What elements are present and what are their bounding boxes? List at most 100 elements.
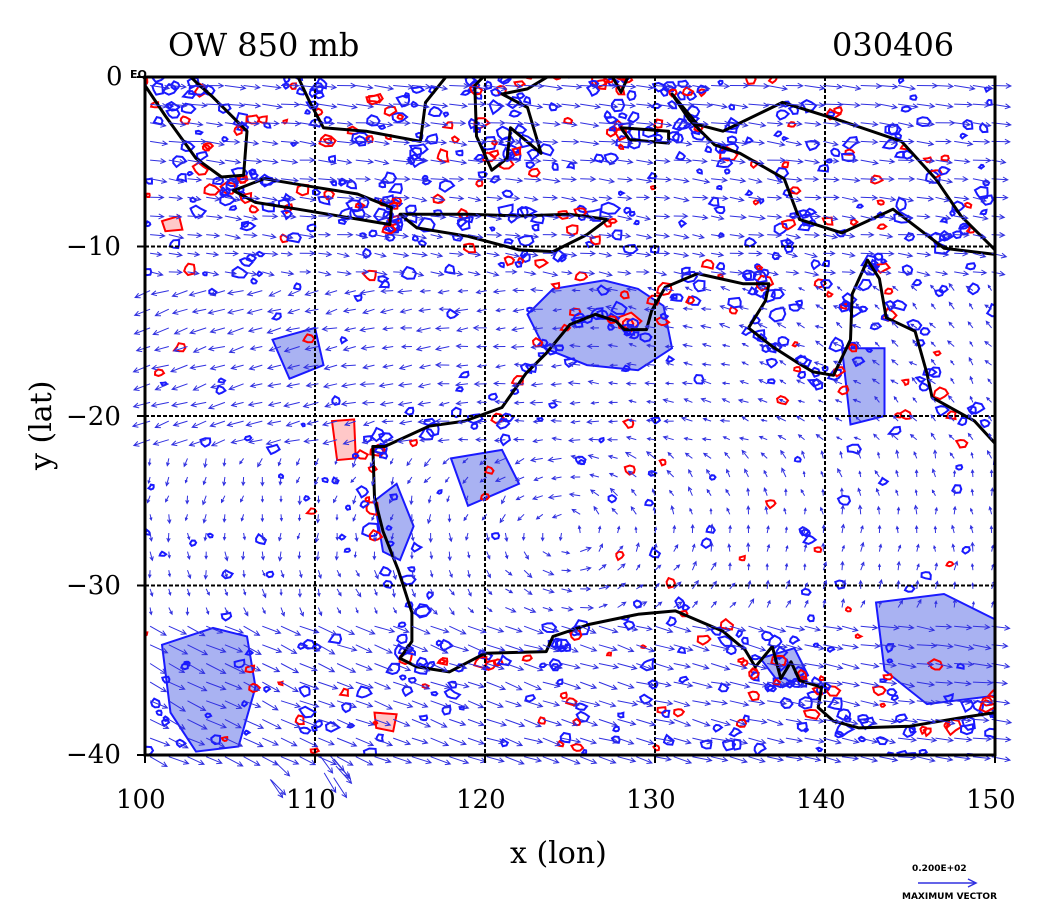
wind-vector <box>318 589 321 596</box>
wind-vector <box>645 381 655 385</box>
negative-ow-contour <box>630 212 635 216</box>
negative-ow-contour <box>438 490 442 494</box>
wind-vector <box>618 233 631 238</box>
negative-ow-contour <box>498 656 511 666</box>
wind-vector <box>892 340 898 346</box>
wind-vector <box>840 489 843 496</box>
wind-vector <box>820 508 823 515</box>
wind-vector <box>438 382 449 387</box>
wind-vector <box>262 757 278 765</box>
negative-ow-contour <box>240 258 252 266</box>
wind-vector <box>261 496 263 502</box>
wind-vector <box>524 645 543 651</box>
wind-vector <box>431 271 444 276</box>
wind-vector <box>543 178 560 183</box>
wind-vector <box>337 253 349 258</box>
wind-vector <box>361 382 375 387</box>
wind-vector <box>280 496 282 502</box>
wind-vector <box>599 196 612 201</box>
wind-vector <box>551 382 561 386</box>
negative-ow-contour <box>920 383 929 391</box>
wind-vector <box>785 564 788 570</box>
wind-vector <box>155 347 169 352</box>
wind-vector <box>171 365 188 372</box>
wind-vector <box>969 358 973 365</box>
wind-vector <box>307 421 318 426</box>
wind-vector <box>859 472 861 478</box>
wind-vector <box>655 271 666 276</box>
wind-vector <box>727 470 730 477</box>
coastline <box>145 43 1056 816</box>
wind-vector <box>353 514 356 521</box>
wind-vector <box>262 85 280 90</box>
wind-vector <box>169 589 171 595</box>
wind-vector <box>356 253 369 258</box>
wind-vector <box>261 514 264 521</box>
wind-vector <box>231 365 243 370</box>
wind-vector <box>335 552 338 560</box>
wind-vector <box>443 458 449 464</box>
wind-vector <box>730 251 743 256</box>
wind-vector <box>861 601 865 608</box>
wind-vector <box>393 570 397 579</box>
wind-vector <box>876 342 880 346</box>
negative-ow-contour <box>949 778 960 788</box>
wind-vector <box>954 562 958 571</box>
wind-vector <box>562 177 576 182</box>
negative-ow-contour <box>412 87 424 93</box>
negative-ow-contour <box>857 205 862 208</box>
wind-vector <box>703 363 712 366</box>
wind-vector <box>468 570 471 577</box>
negative-ow-contour <box>1020 660 1025 664</box>
wind-vector <box>618 701 638 706</box>
wind-vector <box>269 291 281 297</box>
wind-vector <box>375 253 386 257</box>
wind-vector <box>281 159 297 164</box>
wind-vector <box>431 701 450 708</box>
wind-vector <box>149 533 152 541</box>
wind-vector <box>206 122 222 127</box>
wind-vector <box>749 215 765 220</box>
wind-vector <box>674 545 678 552</box>
negative-ow-contour <box>313 189 320 195</box>
wind-vector <box>612 509 617 515</box>
wind-vector <box>148 458 151 465</box>
wind-vector <box>543 570 554 575</box>
wind-vector <box>761 453 767 458</box>
wind-vector <box>954 177 967 182</box>
wind-vector <box>172 384 187 390</box>
wind-vector <box>344 346 356 351</box>
wind-vector <box>270 779 282 797</box>
wind-vector <box>934 450 937 458</box>
negative-ow-contour <box>717 263 724 269</box>
wind-vector <box>842 546 844 552</box>
wind-vector <box>505 626 521 632</box>
wind-vector <box>487 645 505 652</box>
wind-vector <box>954 122 970 127</box>
wind-vector <box>288 309 300 314</box>
wind-vector <box>188 122 203 127</box>
wind-vector <box>823 102 842 107</box>
wind-vector <box>300 197 316 202</box>
wind-vector <box>342 401 356 406</box>
negative-ow-contour <box>935 290 943 296</box>
wind-vector <box>674 178 689 183</box>
positive-ow-contour <box>856 634 862 638</box>
wind-vector <box>591 490 599 496</box>
negative-ow-contour <box>683 605 689 611</box>
wind-vector <box>169 757 189 765</box>
wind-vector <box>466 533 469 540</box>
wind-vector <box>166 496 169 502</box>
wind-vector <box>861 643 880 648</box>
positive-ow-contour <box>490 151 498 157</box>
wind-vector <box>636 216 650 221</box>
wind-vector <box>973 179 989 184</box>
wind-vector <box>838 287 842 291</box>
wind-vector <box>968 322 973 328</box>
negative-ow-contour <box>966 263 975 269</box>
wind-vector <box>505 84 521 89</box>
wind-vector <box>786 756 802 761</box>
wind-vector <box>209 402 225 409</box>
negative-ow-contour <box>406 408 414 415</box>
wind-vector <box>337 645 356 652</box>
